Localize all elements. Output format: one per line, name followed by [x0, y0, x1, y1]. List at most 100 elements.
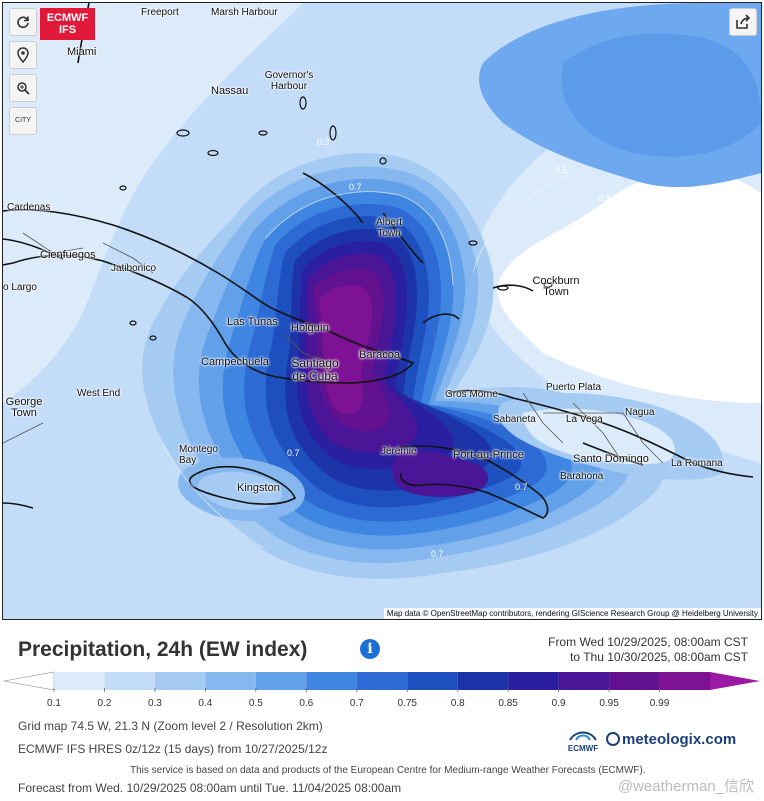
isoline-label-4: 0.7	[287, 448, 300, 458]
legend-cell-1	[104, 672, 155, 690]
forecast-period: Forecast from Wed. 10/29/2025 08:00am un…	[18, 781, 402, 795]
legend-cell-left	[4, 671, 55, 691]
info-icon[interactable]: i	[360, 639, 380, 659]
legend-cell-9	[508, 672, 559, 690]
locate-button[interactable]	[9, 41, 37, 69]
city-label-17[interactable]: West End	[77, 388, 121, 399]
refresh-icon	[17, 16, 29, 29]
precip-band-18	[523, 408, 675, 465]
legend-cell-11	[609, 672, 660, 690]
legend-cell-8	[457, 672, 509, 690]
legend-tick-label-11: 0.95	[599, 698, 619, 709]
legend-cell-0	[54, 672, 105, 690]
islands	[119, 96, 553, 341]
legend-tick-label-4: 0.5	[248, 698, 263, 709]
model-info: ECMWF IFS HRES 0z/12z (15 days) from 10/…	[18, 742, 328, 756]
meteologix-brand: meteologix.com	[622, 731, 737, 748]
city-label-29[interactable]: Kingston	[237, 482, 280, 494]
time-range: From Wed 10/29/2025, 08:00am CST to Thu …	[548, 635, 748, 665]
watermark: @weatherman_信欣	[617, 778, 754, 795]
city-label-27[interactable]: La Romana	[671, 458, 723, 469]
isoline-label-5: 0.7	[431, 549, 444, 559]
ecmwf-logo: ECMWF	[562, 728, 604, 753]
legend-tick-label-6: 0.7	[349, 698, 364, 709]
city-label-19[interactable]: Puerto Plata	[546, 382, 602, 393]
city-label-9[interactable]: Albert Town	[375, 217, 403, 239]
legend-ticks: 0.1 0.2 0.3 0.4 0.5 0.6 0.7 0.75 0.8 0.85 0.9 0.95 0…	[0, 698, 764, 712]
city-label-23[interactable]: Montego Bay	[179, 444, 218, 466]
isoline-label-6: 0.7	[515, 482, 528, 492]
legend-tick-label-8: 0.8	[450, 698, 465, 709]
city-label-0[interactable]: Freeport	[141, 7, 179, 18]
legend-cell-3	[205, 672, 256, 690]
city-label-15[interactable]: Baracoa	[359, 349, 400, 361]
city-label-24[interactable]: Jérémie	[381, 446, 417, 457]
zoom-icon	[17, 82, 30, 95]
meteologix-logo[interactable]: meteologix.com	[606, 731, 736, 748]
isoline-label-1: 0.3	[598, 193, 611, 203]
city-label-5[interactable]: Cardenas	[7, 202, 51, 213]
legend-cell-10	[558, 672, 610, 690]
share-icon	[736, 14, 751, 29]
map-canvas	[3, 3, 761, 619]
time-range-from: From Wed 10/29/2025, 08:00am CST	[548, 635, 748, 649]
city-label-16[interactable]: George Town	[5, 396, 43, 419]
model-badge: ECMWF IFS	[40, 8, 95, 40]
legend-colorbar	[4, 671, 760, 692]
legend-cell-7	[407, 672, 458, 690]
isolines	[162, 172, 574, 549]
legend-cell-4	[255, 672, 307, 690]
refresh-button[interactable]	[9, 8, 37, 36]
ecmwf-logo-mark	[569, 731, 597, 741]
city-toggle-button[interactable]: CITY	[9, 107, 37, 135]
isoline-label-3: 0.3	[317, 137, 330, 147]
city-label-4[interactable]: Governor's Harbour	[264, 70, 314, 92]
city-label-18[interactable]: Gros Morne	[445, 389, 498, 400]
city-label-8[interactable]: o Largo	[3, 282, 37, 293]
legend-cell-6	[356, 672, 408, 690]
disclaimer: This service is based on data and produc…	[130, 765, 646, 776]
city-label-13[interactable]: Campechuela	[201, 356, 269, 368]
city-label-7[interactable]: Jatibonico	[111, 263, 157, 274]
ecmwf-logo-text: ECMWF	[567, 744, 599, 753]
city-label-25[interactable]: Port-au-Prince	[453, 449, 524, 461]
time-range-to: to Thu 10/30/2025, 08:00am CST	[570, 650, 748, 664]
legend-cell-5	[306, 672, 357, 690]
city-label-12[interactable]: Holguín	[291, 322, 329, 334]
admin-boundaries	[3, 232, 664, 464]
legend-tick-label-1: 0.2	[97, 698, 112, 709]
city-label-22[interactable]: Nagua	[625, 407, 655, 418]
precipitation-map[interactable]: ECMWF IFS CITY Freeport Marsh Harbour Mi…	[2, 2, 762, 620]
legend-tick-label-5: 0.6	[299, 698, 314, 709]
share-button[interactable]	[729, 8, 757, 36]
city-label-11[interactable]: Las Tunas	[227, 316, 278, 328]
globe-icon	[606, 732, 620, 746]
legend-tick-label-0: 0.1	[47, 698, 61, 709]
city-label-2[interactable]: Miami	[67, 46, 97, 58]
precip-band-02c	[561, 33, 761, 157]
city-label-1[interactable]: Marsh Harbour	[211, 7, 278, 18]
city-label-21[interactable]: La Vega	[566, 414, 603, 425]
city-label: CITY	[15, 117, 31, 124]
badge-line1: ECMWF	[46, 12, 89, 24]
grid-info: Grid map 74.5 W, 21.3 N (Zoom level 2 / …	[18, 719, 323, 733]
page-title: Precipitation, 24h (EW index)	[18, 638, 308, 661]
city-label-20[interactable]: Sabaneta	[493, 414, 536, 425]
city-label-3[interactable]: Nassau	[211, 85, 249, 97]
legend-tick-label-2: 0.3	[147, 698, 162, 709]
map-attribution[interactable]: Map data © OpenStreetMap contributors, r…	[383, 608, 761, 619]
city-label-10[interactable]: Cockburn Town	[532, 275, 580, 298]
legend-tick-label-7: 0.75	[397, 698, 417, 709]
legend-cell-12	[659, 672, 710, 690]
legend-cell-right	[710, 672, 760, 690]
zoom-button[interactable]	[9, 74, 37, 102]
legend-cell-2	[154, 672, 206, 690]
city-label-28[interactable]: Barahona	[560, 471, 604, 482]
isoline-label-0: 0.5	[555, 165, 568, 175]
legend-tick-label-10: 0.9	[551, 698, 566, 709]
city-label-26[interactable]: Santo Domingo	[573, 453, 649, 465]
legend-tick-label-9: 0.85	[498, 698, 518, 709]
city-label-14[interactable]: Santiago de Cuba	[291, 356, 339, 383]
badge-line2: IFS	[58, 24, 77, 36]
city-label-6[interactable]: Cienfuegos	[40, 249, 96, 261]
